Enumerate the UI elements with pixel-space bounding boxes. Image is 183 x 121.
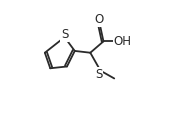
Text: O: O (95, 13, 104, 26)
Text: S: S (61, 28, 68, 41)
Text: S: S (95, 68, 102, 81)
Text: OH: OH (114, 35, 132, 48)
